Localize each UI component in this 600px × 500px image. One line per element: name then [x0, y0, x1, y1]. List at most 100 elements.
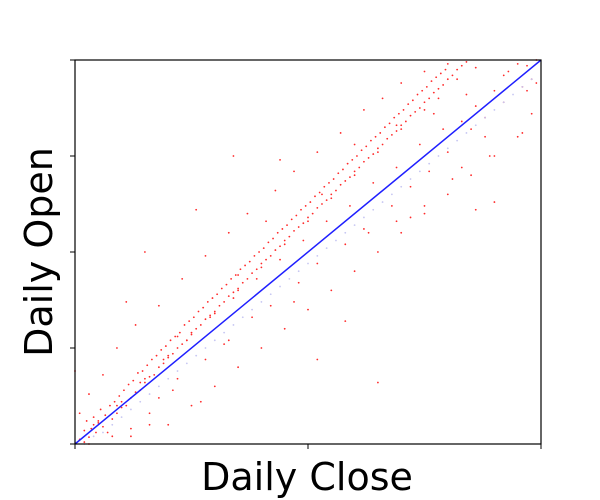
- data-point: [241, 316, 244, 319]
- data-point: [251, 308, 253, 311]
- data-point: [437, 87, 440, 90]
- data-point: [316, 206, 319, 209]
- data-point: [167, 356, 170, 359]
- data-point: [148, 393, 151, 395]
- x-axis-label: Daily Close: [201, 455, 413, 499]
- data-point: [307, 308, 309, 311]
- data-point: [244, 264, 246, 267]
- data-point: [428, 170, 431, 173]
- data-point: [372, 153, 375, 155]
- data-point: [470, 128, 472, 131]
- data-point: [358, 166, 361, 169]
- data-point: [353, 170, 356, 173]
- data-point: [190, 404, 193, 407]
- data-point: [246, 277, 249, 280]
- data-point: [423, 109, 426, 111]
- data-point: [265, 258, 267, 261]
- data-point: [232, 297, 235, 299]
- data-point: [204, 358, 207, 361]
- data-point: [153, 373, 156, 376]
- data-point: [421, 89, 424, 92]
- data-point: [444, 68, 447, 71]
- data-point: [227, 339, 230, 342]
- data-point: [169, 339, 172, 342]
- data-point: [225, 283, 228, 286]
- y-axis-label: Daily Open: [17, 147, 61, 357]
- data-point: [381, 201, 384, 203]
- data-point: [137, 372, 139, 374]
- data-point: [195, 208, 198, 211]
- data-point: [493, 109, 496, 111]
- data-point: [446, 147, 449, 150]
- data-point: [260, 301, 263, 303]
- data-point: [95, 431, 97, 434]
- data-point: [176, 347, 179, 349]
- data-point: [227, 295, 230, 298]
- data-point: [346, 162, 349, 165]
- data-point: [423, 70, 426, 73]
- trend-line: [74, 59, 542, 445]
- data-point: [125, 404, 128, 407]
- data-point: [325, 220, 328, 223]
- data-point: [337, 172, 340, 175]
- data-point: [321, 203, 323, 205]
- data-point: [281, 228, 284, 230]
- data-point: [197, 310, 200, 313]
- data-point: [526, 64, 528, 67]
- data-point: [456, 139, 459, 142]
- data-point: [512, 93, 514, 96]
- data-point: [297, 281, 300, 284]
- data-point: [474, 66, 477, 69]
- data-point: [213, 312, 216, 315]
- data-point: [260, 266, 263, 269]
- data-point: [148, 412, 151, 415]
- data-point: [148, 423, 151, 426]
- data-point: [400, 82, 403, 84]
- data-point: [297, 270, 300, 273]
- data-point: [213, 339, 216, 342]
- data-point: [234, 274, 237, 276]
- data-point: [279, 245, 281, 248]
- data-point: [377, 147, 379, 150]
- data-point: [111, 435, 114, 438]
- data-point: [192, 316, 195, 319]
- data-point: [516, 135, 519, 138]
- data-point: [435, 76, 438, 79]
- data-point: [400, 124, 403, 127]
- data-point: [260, 262, 263, 265]
- data-point: [446, 193, 449, 196]
- data-point: [442, 84, 445, 86]
- data-point: [344, 180, 347, 182]
- data-point: [104, 414, 107, 417]
- data-point: [204, 347, 207, 349]
- data-point: [339, 132, 342, 134]
- data-point: [167, 377, 170, 380]
- data-point: [220, 287, 223, 290]
- data-point: [344, 231, 347, 234]
- data-point: [493, 201, 496, 203]
- data-point: [120, 406, 123, 409]
- data-point: [295, 214, 298, 217]
- data-point: [213, 310, 216, 313]
- data-point: [232, 324, 235, 326]
- data-point: [335, 239, 337, 242]
- data-point: [195, 354, 198, 357]
- data-point: [190, 331, 193, 334]
- data-point: [269, 254, 272, 257]
- data-point: [404, 120, 407, 123]
- data-point: [202, 306, 205, 309]
- data-point: [321, 193, 323, 196]
- data-point: [400, 231, 403, 234]
- data-point: [92, 416, 95, 419]
- data-point: [99, 408, 102, 411]
- data-point: [267, 241, 270, 244]
- data-point: [400, 185, 403, 188]
- data-point: [316, 262, 319, 265]
- data-point: [484, 116, 486, 119]
- data-point: [460, 166, 463, 169]
- data-point: [144, 377, 146, 380]
- data-point: [157, 385, 160, 388]
- data-point: [395, 130, 398, 132]
- data-point: [367, 231, 370, 234]
- data-point: [351, 158, 354, 161]
